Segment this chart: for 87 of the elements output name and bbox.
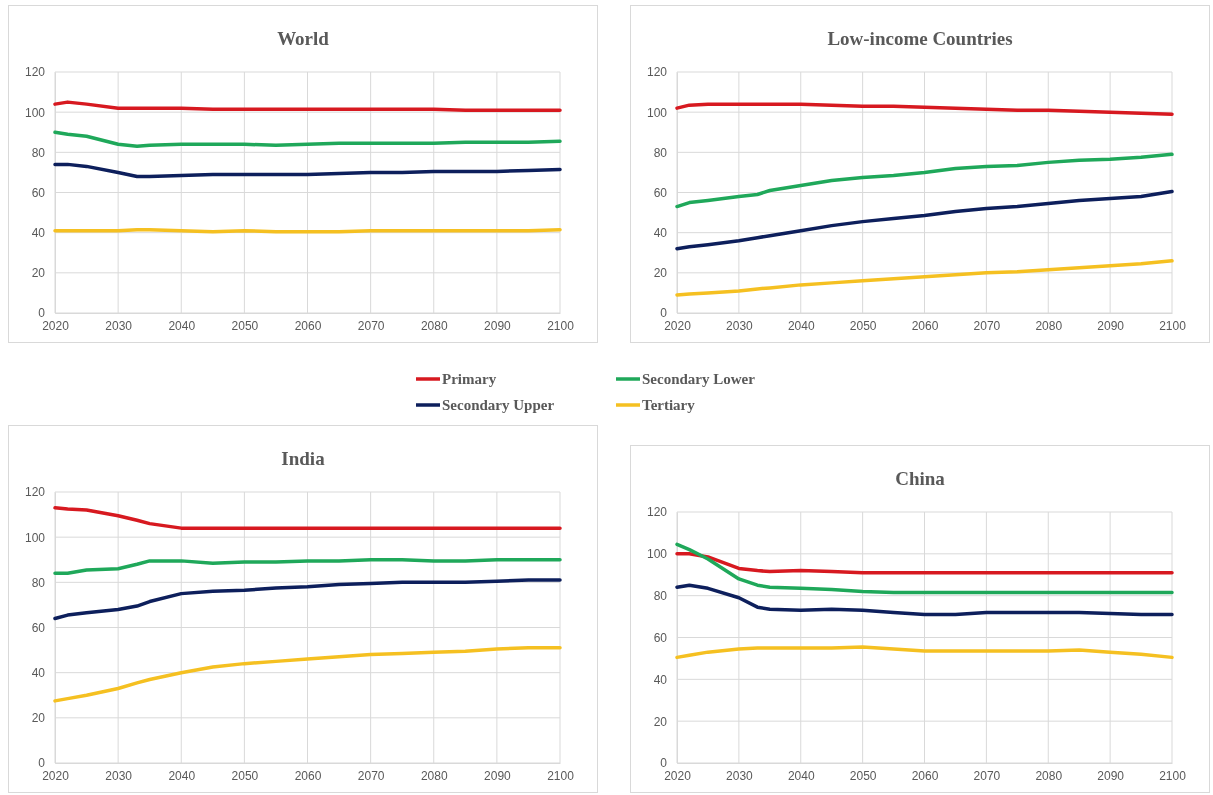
y-tick-label: 20 <box>31 266 46 281</box>
y-tick-label: 0 <box>660 306 668 321</box>
line-series <box>675 189 1174 251</box>
x-tick-label: 2100 <box>547 318 575 333</box>
x-tick-label: 2090 <box>1097 768 1125 783</box>
line-series <box>675 542 1174 595</box>
x-tick-label: 2050 <box>849 768 877 783</box>
line-series <box>675 102 1174 116</box>
x-tick-label: 2040 <box>168 768 196 783</box>
y-tick-label: 20 <box>31 711 46 726</box>
y-tick-label: 80 <box>653 589 668 604</box>
x-tick-label: 2020 <box>42 768 70 783</box>
y-tick-label: 40 <box>31 666 46 681</box>
x-tick-label: 2080 <box>1035 318 1063 333</box>
line-series <box>675 552 1174 575</box>
x-tick-label: 2080 <box>420 318 448 333</box>
chart-title: Low-income Countries <box>827 28 1013 49</box>
legend-label: Primary <box>442 371 497 387</box>
line-series <box>53 646 562 703</box>
x-tick-label: 2080 <box>420 768 448 783</box>
x-tick-label: 2050 <box>849 318 877 333</box>
x-tick-label: 2040 <box>787 768 815 783</box>
y-tick-label: 60 <box>31 620 46 635</box>
x-tick-label: 2020 <box>664 318 692 333</box>
x-tick-label: 2070 <box>973 768 1001 783</box>
x-tick-label: 2020 <box>42 318 70 333</box>
line-series <box>53 100 562 112</box>
y-tick-label: 100 <box>646 547 668 562</box>
x-tick-label: 2020 <box>664 768 692 783</box>
chart-title: China <box>895 468 946 489</box>
x-tick-label: 2030 <box>105 768 133 783</box>
x-tick-label: 2030 <box>105 318 133 333</box>
y-tick-label: 40 <box>31 226 46 241</box>
x-tick-label: 2090 <box>484 318 512 333</box>
x-tick-label: 2050 <box>231 318 259 333</box>
legend-label: Secondary Lower <box>642 371 756 387</box>
line-series <box>53 506 562 530</box>
line-series <box>53 578 562 621</box>
x-tick-label: 2030 <box>726 318 754 333</box>
line-series <box>675 645 1174 660</box>
x-tick-label: 2070 <box>973 318 1001 333</box>
chart-title: World <box>277 28 330 49</box>
legend-label: Secondary Upper <box>442 397 555 413</box>
line-series <box>53 558 562 576</box>
x-tick-label: 2080 <box>1035 768 1063 783</box>
y-tick-label: 120 <box>646 505 668 520</box>
y-tick-label: 100 <box>24 105 46 120</box>
y-tick-label: 120 <box>24 485 46 500</box>
y-tick-label: 40 <box>653 672 668 687</box>
y-tick-label: 80 <box>31 575 46 590</box>
legend-label: Tertiary <box>642 397 696 413</box>
y-tick-label: 20 <box>653 714 668 729</box>
y-tick-label: 100 <box>24 530 46 545</box>
x-tick-label: 2060 <box>294 318 322 333</box>
y-tick-label: 60 <box>31 185 46 200</box>
x-tick-label: 2060 <box>911 318 939 333</box>
line-series <box>53 162 562 179</box>
x-tick-label: 2090 <box>484 768 512 783</box>
x-tick-label: 2100 <box>1159 318 1187 333</box>
line-series <box>675 259 1174 297</box>
y-tick-label: 120 <box>646 65 668 80</box>
y-tick-label: 80 <box>653 145 668 160</box>
y-tick-label: 0 <box>38 756 46 771</box>
y-tick-label: 20 <box>653 266 668 281</box>
x-tick-label: 2040 <box>787 318 815 333</box>
chart-title: India <box>281 448 326 469</box>
x-tick-label: 2070 <box>357 318 385 333</box>
line-series <box>53 130 562 149</box>
x-tick-label: 2070 <box>357 768 385 783</box>
x-tick-label: 2060 <box>911 768 939 783</box>
x-tick-label: 2060 <box>294 768 322 783</box>
y-tick-label: 120 <box>24 65 46 80</box>
line-series <box>675 152 1174 209</box>
y-tick-label: 80 <box>31 145 46 160</box>
x-tick-label: 2030 <box>726 768 754 783</box>
y-tick-label: 60 <box>653 185 668 200</box>
y-tick-label: 40 <box>653 226 668 241</box>
line-series <box>675 583 1174 617</box>
x-tick-label: 2090 <box>1097 318 1125 333</box>
y-tick-label: 0 <box>38 306 46 321</box>
x-tick-label: 2050 <box>231 768 259 783</box>
x-tick-label: 2100 <box>547 768 575 783</box>
x-tick-label: 2100 <box>1159 768 1187 783</box>
y-tick-label: 0 <box>660 756 668 771</box>
x-tick-label: 2040 <box>168 318 196 333</box>
y-tick-label: 100 <box>646 105 668 120</box>
y-tick-label: 60 <box>653 630 668 645</box>
